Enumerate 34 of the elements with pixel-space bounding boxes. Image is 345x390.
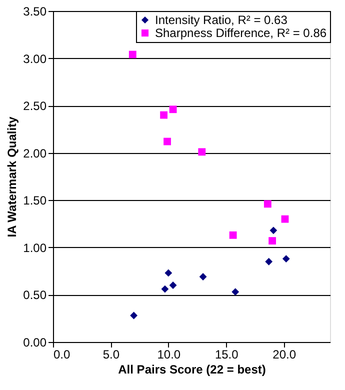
x-tick-label: 20.0 bbox=[272, 348, 296, 362]
y-tick-label: 1.50 bbox=[23, 194, 47, 208]
point bbox=[229, 231, 237, 239]
y-axis-title: IA Watermark Quality bbox=[5, 116, 20, 238]
x-tick-label: 0.0 bbox=[54, 348, 71, 362]
point bbox=[164, 138, 171, 146]
point bbox=[198, 148, 206, 156]
point bbox=[199, 273, 207, 280]
x-tick-label: 5.0 bbox=[102, 348, 120, 362]
x-tick-label: 10.0 bbox=[157, 348, 181, 362]
y-tick-label: 0.00 bbox=[23, 336, 47, 350]
legend-label: Sharpness Difference, R² = 0.86 bbox=[155, 26, 327, 40]
x-axis-title: All Pairs Score (22 = best) bbox=[118, 362, 266, 376]
point bbox=[264, 200, 272, 208]
y-tick-label: 3.50 bbox=[23, 4, 47, 18]
point bbox=[128, 50, 136, 58]
point bbox=[232, 288, 240, 296]
point bbox=[265, 258, 273, 266]
x-tick-label: 15.0 bbox=[214, 348, 239, 362]
point bbox=[161, 285, 169, 293]
point bbox=[270, 226, 278, 234]
point bbox=[281, 215, 289, 223]
legend-label: Intensity Ratio, R² = 0.63 bbox=[155, 13, 288, 27]
point bbox=[169, 106, 177, 114]
y-tick-label: 0.50 bbox=[23, 288, 47, 302]
point bbox=[164, 269, 172, 277]
point bbox=[130, 312, 138, 320]
point bbox=[160, 111, 168, 119]
y-tick-label: 3.00 bbox=[23, 52, 47, 66]
y-tick-label: 1.00 bbox=[23, 240, 47, 255]
point bbox=[282, 255, 290, 262]
y-tick-label: 2.50 bbox=[23, 99, 47, 114]
point bbox=[268, 237, 276, 245]
y-tick-label: 2.00 bbox=[23, 146, 47, 160]
